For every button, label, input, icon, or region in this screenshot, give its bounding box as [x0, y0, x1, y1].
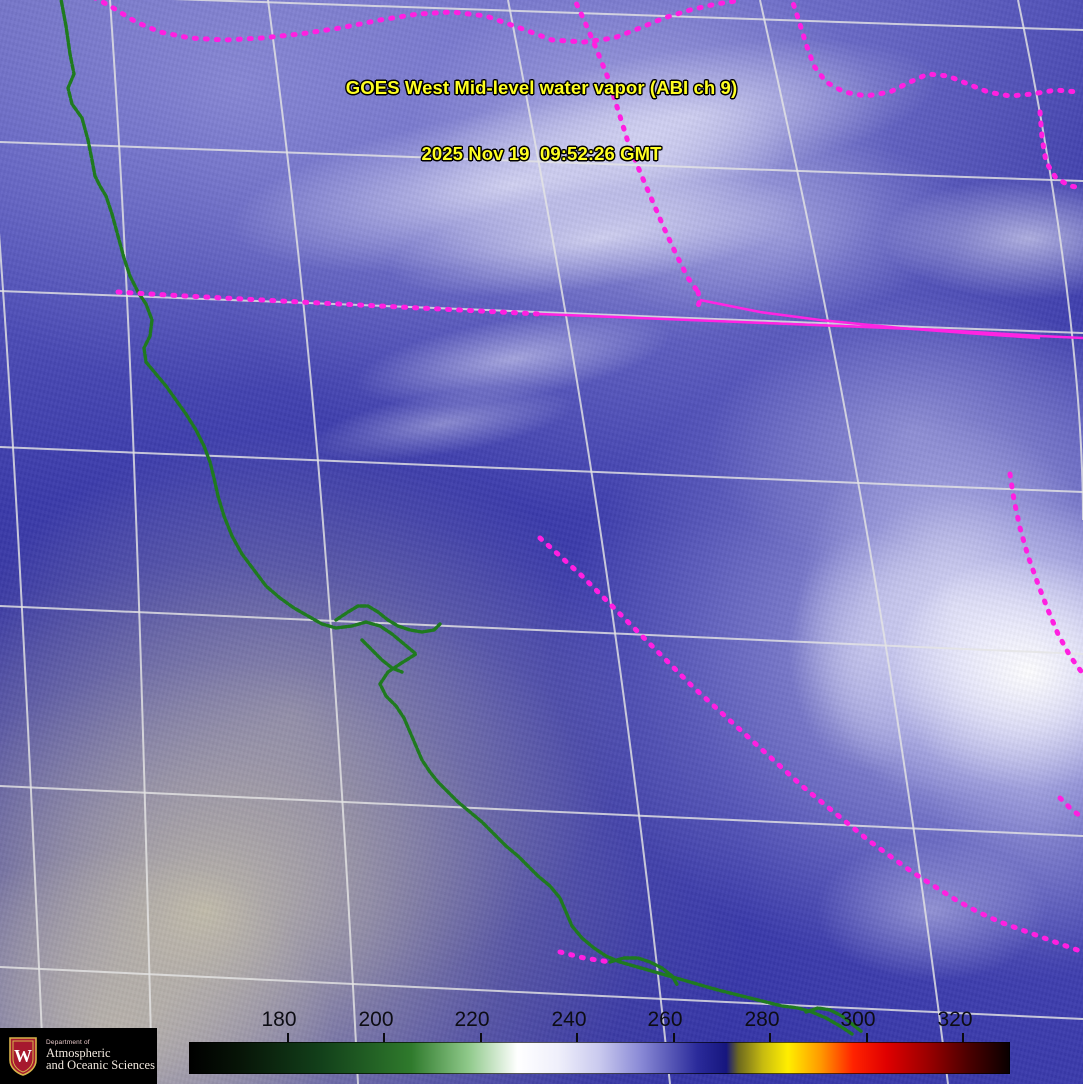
colorbar-tick: [673, 1033, 675, 1042]
colorbar-tick: [383, 1033, 385, 1042]
latitude-gridlines: [0, 0, 1083, 1020]
colorbar-tick: [866, 1033, 868, 1042]
colorbar[interactable]: [189, 1042, 1010, 1074]
colorbar-tick: [769, 1033, 771, 1042]
uw-crest-icon: W: [6, 1036, 40, 1076]
svg-text:W: W: [14, 1046, 32, 1066]
political-borders: [93, 0, 1083, 965]
logo-department-line: Department of: [46, 1038, 90, 1046]
coastline: [59, 0, 864, 1036]
colorbar-tick: [962, 1033, 964, 1042]
colorbar-tick: [576, 1033, 578, 1042]
political-borders-solid: [539, 298, 1083, 340]
logo-text-block: Department of Atmospheric and Oceanic Sc…: [46, 1038, 155, 1073]
colorbar-tick: [480, 1033, 482, 1042]
colorbar-gradient: [189, 1042, 1010, 1074]
colorbar-tick: [287, 1033, 289, 1042]
institution-logo[interactable]: W Department of Atmospheric and Oceanic …: [0, 1028, 157, 1084]
logo-name-line-1: Atmospheric: [46, 1045, 111, 1060]
logo-name-line-2: and Oceanic Sciences: [46, 1058, 155, 1073]
